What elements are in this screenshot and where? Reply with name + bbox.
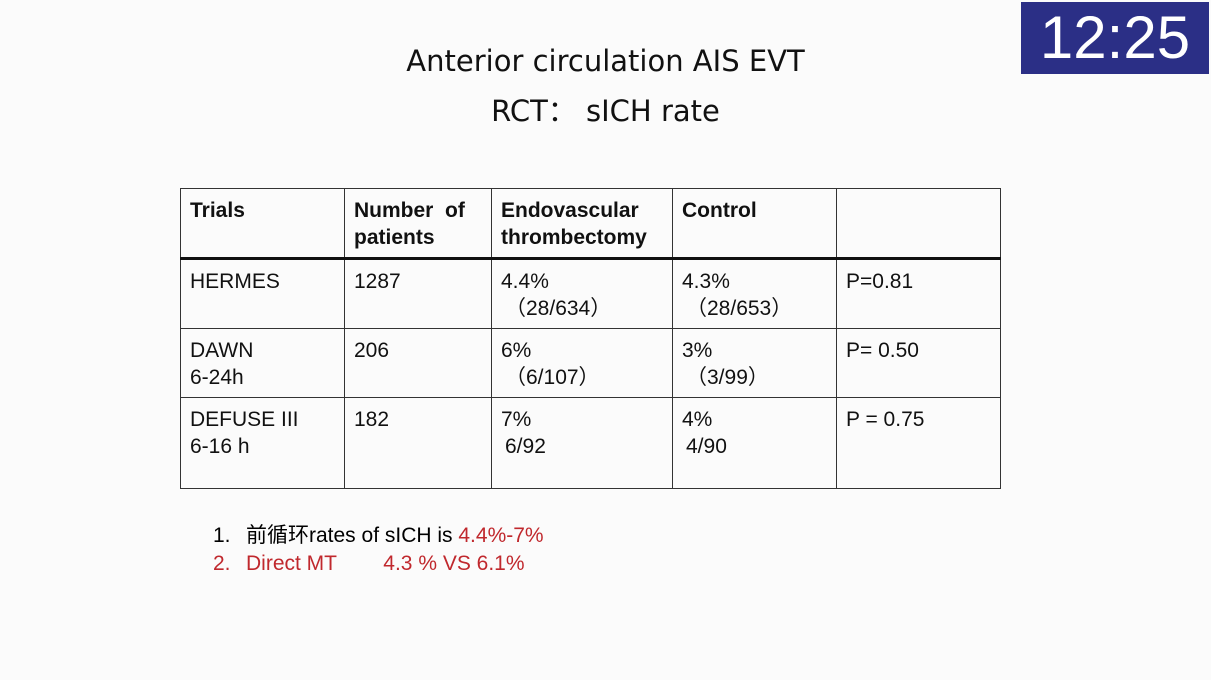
cell-trial: DEFUSE III 6-16 h — [180, 397, 345, 489]
list-number: 1. — [213, 524, 231, 547]
notes-list: 1. 前循环rates of sICH is 4.4%-7% 2. Direct M… — [213, 522, 544, 578]
cell-p-value: P= 0.50 — [836, 328, 1001, 398]
evt-count: （6/107） — [505, 366, 600, 389]
cell-trial: DAWN 6-24h — [180, 328, 345, 398]
slide-title: Anterior circulation AIS EVT — [406, 44, 805, 78]
evt-rate: 6% — [501, 339, 532, 362]
header-control: Control — [672, 188, 837, 260]
slide-subtitle: RCT： sICH rate — [491, 94, 720, 128]
evt-rate: 7% — [501, 408, 532, 431]
header-number-of-patients: Number of patients — [344, 188, 492, 260]
trial-window: 6-16 h — [190, 435, 250, 458]
control-rate: 3% — [682, 339, 713, 362]
evt-count: 6/92 — [505, 435, 546, 458]
cell-p-value: P = 0.75 — [836, 397, 1001, 489]
cell-trial: HERMES — [180, 258, 345, 329]
cell-evt: 4.4% （28/634） — [491, 258, 673, 329]
trial-name: HERMES — [190, 270, 280, 293]
cell-patients: 182 — [344, 397, 492, 489]
cell-control: 3% （3/99） — [672, 328, 837, 398]
table-row: DEFUSE III 6-16 h 182 7% 6/92 4% 4/90 P … — [180, 397, 1001, 489]
cell-control: 4% 4/90 — [672, 397, 837, 489]
control-rate: 4.3% — [682, 270, 730, 293]
table-row: HERMES 1287 4.4% （28/634） 4.3% （28/653） … — [180, 258, 1001, 329]
trial-name: DEFUSE III — [190, 408, 299, 431]
table-header-row: Trials Number of patients Endovascular t… — [180, 188, 1001, 260]
cell-patients: 1287 — [344, 258, 492, 329]
evt-rate: 4.4% — [501, 270, 549, 293]
header-endovascular-thrombectomy: Endovascular thrombectomy — [491, 188, 673, 260]
control-rate: 4% — [682, 408, 713, 431]
cell-evt: 6% （6/107） — [491, 328, 673, 398]
list-item: 2. Direct MT 4.3 % VS 6.1% — [213, 550, 544, 578]
note-highlight: 4.4%-7% — [458, 524, 544, 547]
cell-evt: 7% 6/92 — [491, 397, 673, 489]
header-p-value — [836, 188, 1001, 260]
cell-patients: 206 — [344, 328, 492, 398]
header-trials: Trials — [180, 188, 345, 260]
cell-control: 4.3% （28/653） — [672, 258, 837, 329]
note-text: 前循环rates of sICH is — [246, 524, 459, 547]
clock-display: 12:25 — [1021, 2, 1209, 74]
trial-window: 6-24h — [190, 366, 244, 389]
control-count: 4/90 — [686, 435, 727, 458]
list-number: 2. — [213, 552, 231, 575]
control-count: （28/653） — [686, 297, 793, 320]
note-highlight: Direct MT 4.3 % VS 6.1% — [246, 552, 525, 575]
control-count: （3/99） — [686, 366, 769, 389]
list-item: 1. 前循环rates of sICH is 4.4%-7% — [213, 522, 544, 550]
trial-name: DAWN — [190, 339, 254, 362]
evt-count: （28/634） — [505, 297, 612, 320]
trials-table: Trials Number of patients Endovascular t… — [180, 188, 1001, 489]
cell-p-value: P=0.81 — [836, 258, 1001, 329]
table-row: DAWN 6-24h 206 6% （6/107） 3% （3/99） P= 0… — [180, 328, 1001, 398]
